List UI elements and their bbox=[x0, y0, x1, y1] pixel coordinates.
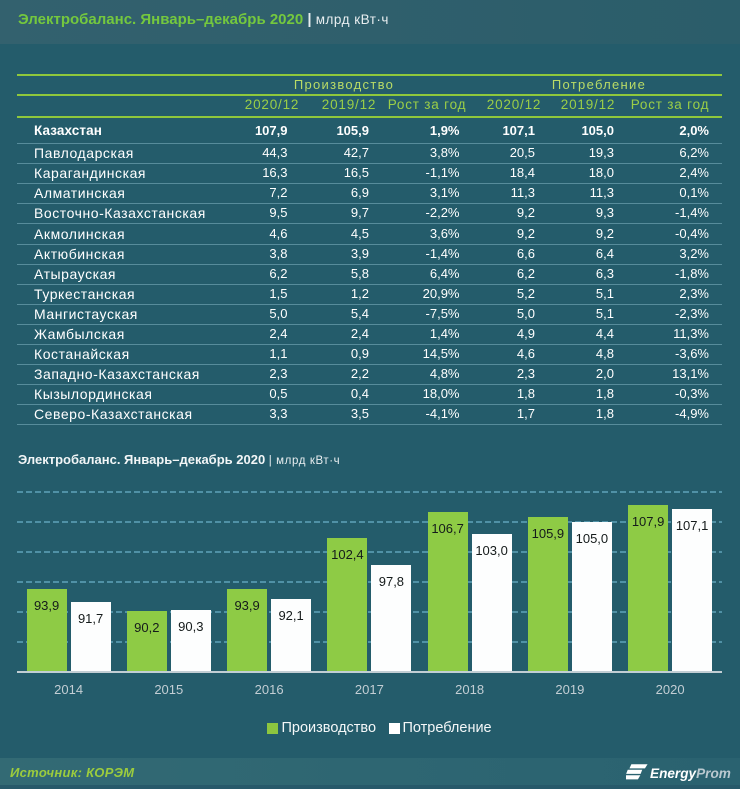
svg-text:EnergyProm: EnergyProm bbox=[650, 766, 731, 781]
